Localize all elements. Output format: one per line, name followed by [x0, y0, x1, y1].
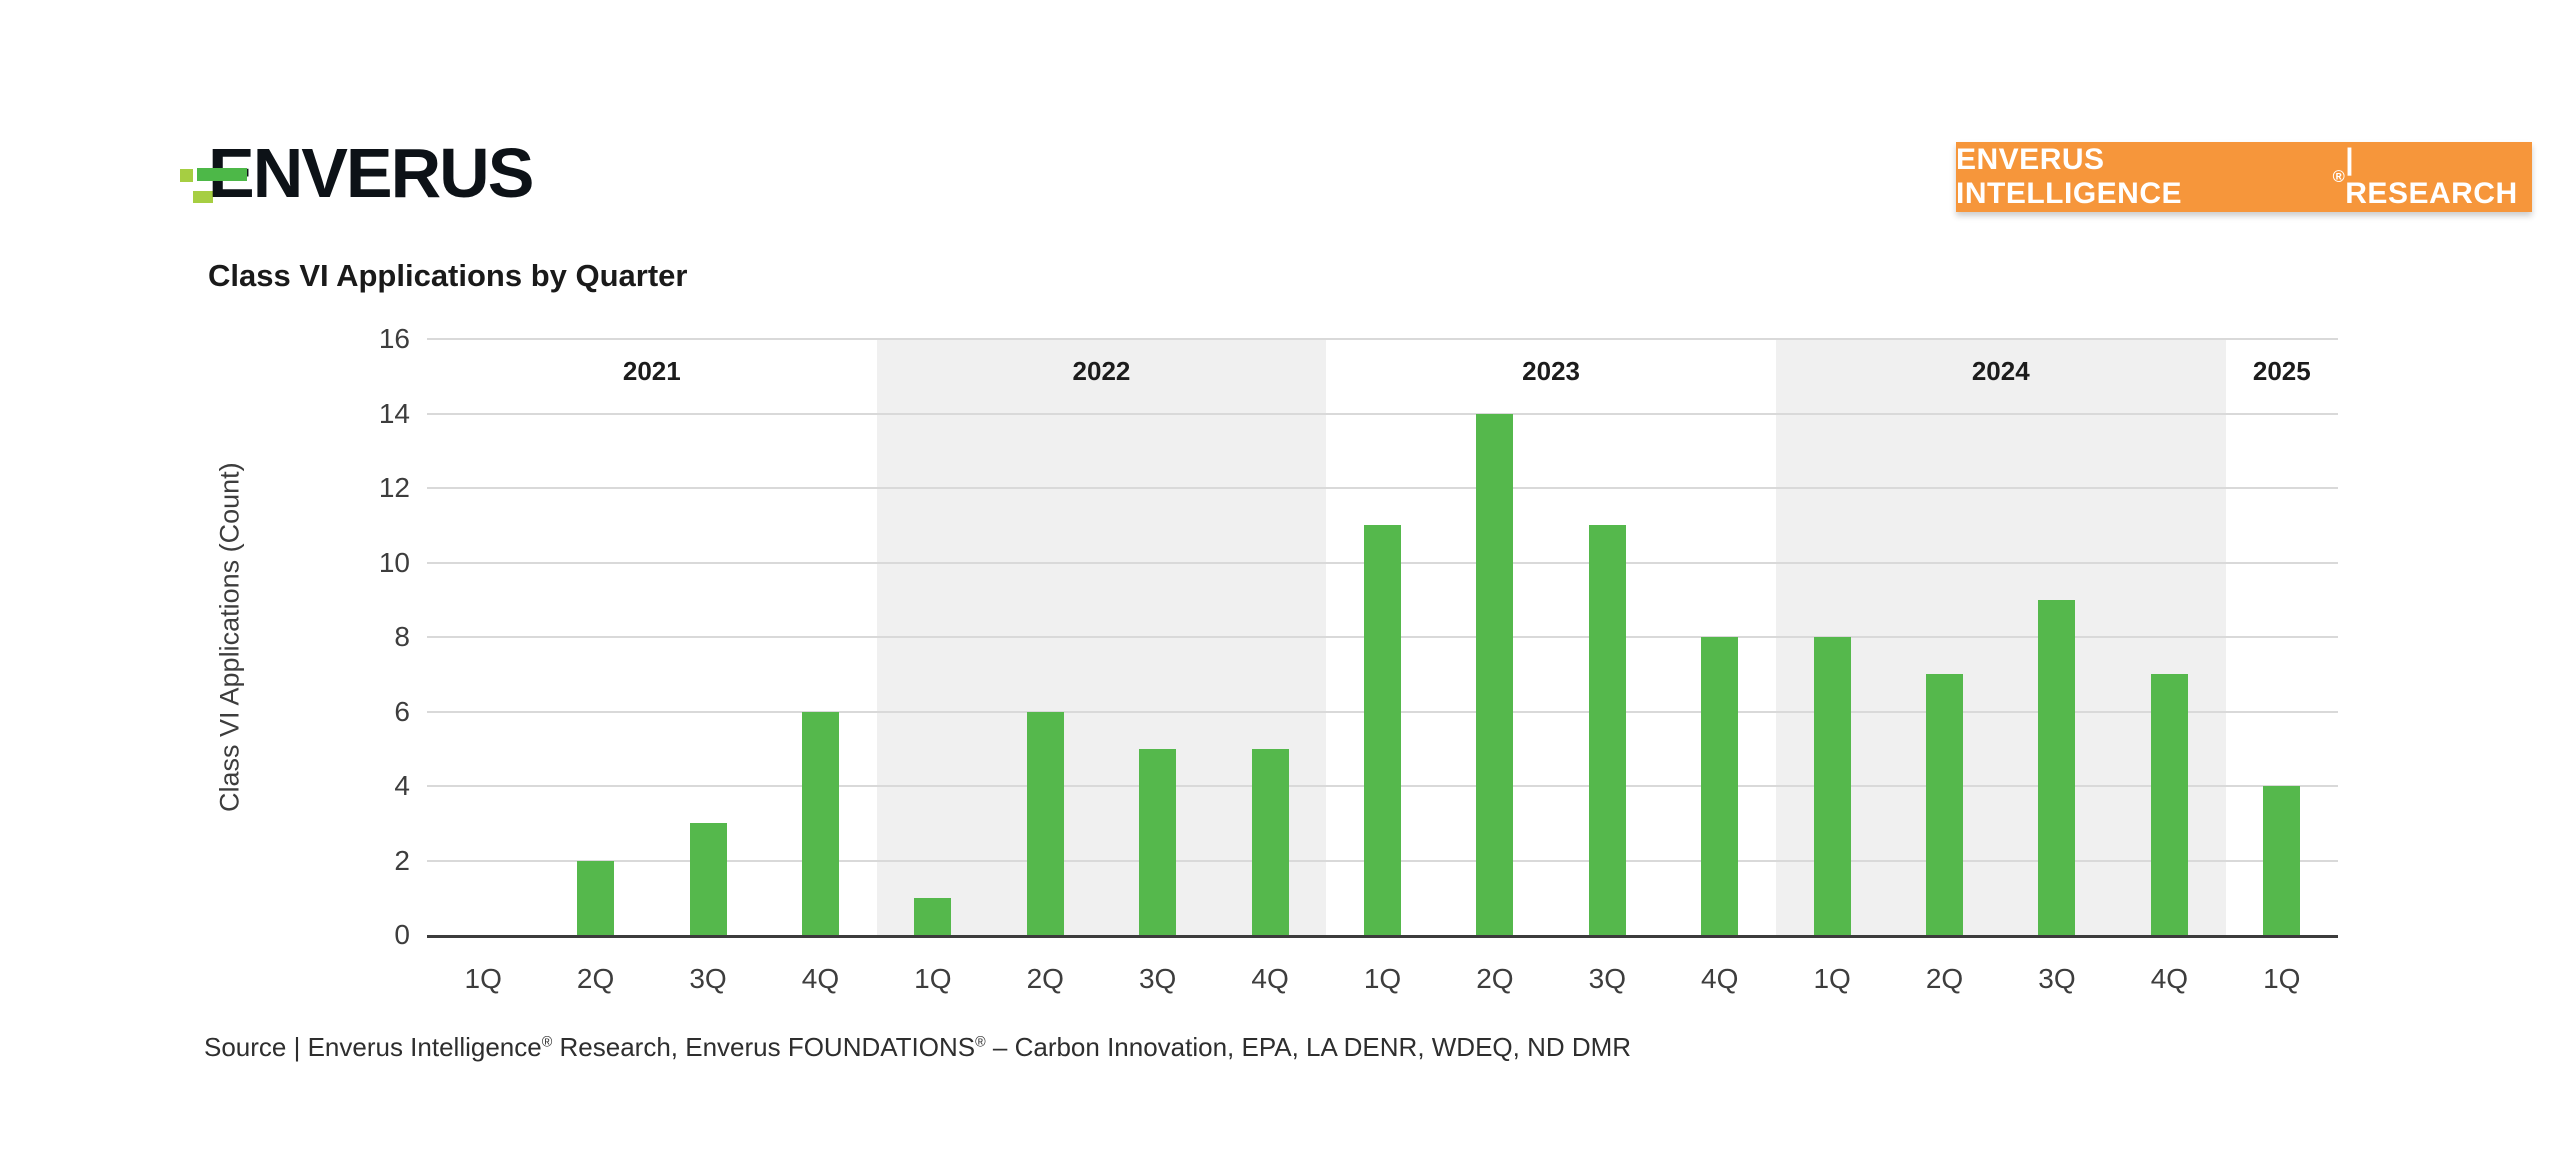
gridline: [427, 487, 2338, 489]
logo-square-icon: [193, 191, 213, 203]
x-axis-line: [427, 935, 2338, 938]
chart-title: Class VI Applications by Quarter: [208, 258, 688, 293]
bar-2023-1q: [1364, 525, 1401, 935]
x-tick-label: 3Q: [2038, 963, 2076, 994]
y-tick-label: 12: [378, 472, 410, 503]
x-tick-label: 2Q: [1925, 963, 1964, 994]
bar-2024-3q: [2038, 599, 2076, 935]
y-tick-label: 2: [394, 844, 410, 876]
y-tick-label: 16: [378, 323, 410, 354]
source-attribution: Source | Enverus Intelligence® Research,…: [204, 1032, 1632, 1062]
bar-2024-1q: [1813, 637, 1851, 935]
registered-mark: ®: [541, 1034, 553, 1051]
bar-2025-1q: [2263, 786, 2301, 935]
logo-green-bar-icon: [197, 168, 247, 181]
bar-2023-2q: [1476, 413, 1514, 935]
bar-2023-4q: [1701, 637, 1739, 935]
bar-2022-1q: [914, 897, 952, 935]
x-tick-label: 2Q: [576, 963, 615, 994]
year-label-2024: 2024: [1971, 356, 2030, 386]
registered-mark: ®: [975, 1034, 986, 1051]
y-tick-label: 10: [378, 546, 410, 578]
x-tick-label: 4Q: [1701, 963, 1739, 994]
year-label-2025: 2025: [2252, 356, 2311, 386]
x-tick-label: 1Q: [2263, 963, 2301, 994]
x-tick-label: 4Q: [2150, 963, 2189, 994]
gridline: [427, 338, 2338, 340]
y-axis-title: Class VI Applications (Count): [214, 462, 245, 812]
bar-2021-2q: [577, 860, 615, 935]
x-tick-label: 3Q: [1138, 963, 1177, 994]
y-tick-label: 6: [394, 695, 410, 727]
x-tick-label: 2Q: [1476, 963, 1514, 994]
bar-2021-3q: [689, 823, 727, 935]
bar-2021-4q: [801, 711, 839, 935]
x-tick-label: 4Q: [801, 963, 840, 994]
bar-2023-3q: [1588, 525, 1626, 935]
bar-2022-4q: [1251, 748, 1289, 935]
x-tick-label: 1Q: [1813, 963, 1851, 994]
x-tick-label: 2Q: [1026, 963, 1064, 994]
bar-2022-3q: [1139, 748, 1177, 935]
bar-2022-2q: [1026, 711, 1064, 935]
x-tick-label: 1Q: [1363, 963, 1402, 994]
x-tick-label: 3Q: [1588, 963, 1626, 994]
x-tick-label: 1Q: [464, 963, 502, 994]
bar-2024-2q: [1926, 674, 1964, 935]
x-tick-label: 3Q: [689, 963, 727, 994]
bar-2024-4q: [2150, 674, 2188, 935]
research-badge: ENVERUS INTELLIGENCE ® | RESEARCH: [1956, 142, 2532, 212]
logo-wordmark: ENVERUS: [208, 134, 534, 212]
x-tick-label: 4Q: [1251, 963, 1289, 994]
y-tick-label: 4: [394, 770, 410, 801]
gridline: [427, 412, 2338, 415]
x-tick-label: 1Q: [914, 963, 952, 994]
logo-square-icon: [180, 169, 193, 182]
enverus-logo: ENVERUS: [178, 138, 558, 218]
y-tick-label: 14: [378, 397, 410, 429]
year-label-2021: 2021: [622, 356, 681, 386]
y-tick-label: 0: [394, 919, 410, 950]
y-tick-label: 8: [394, 621, 410, 652]
year-label-2022: 2022: [1072, 356, 1131, 386]
year-label-2023: 2023: [1522, 356, 1581, 386]
